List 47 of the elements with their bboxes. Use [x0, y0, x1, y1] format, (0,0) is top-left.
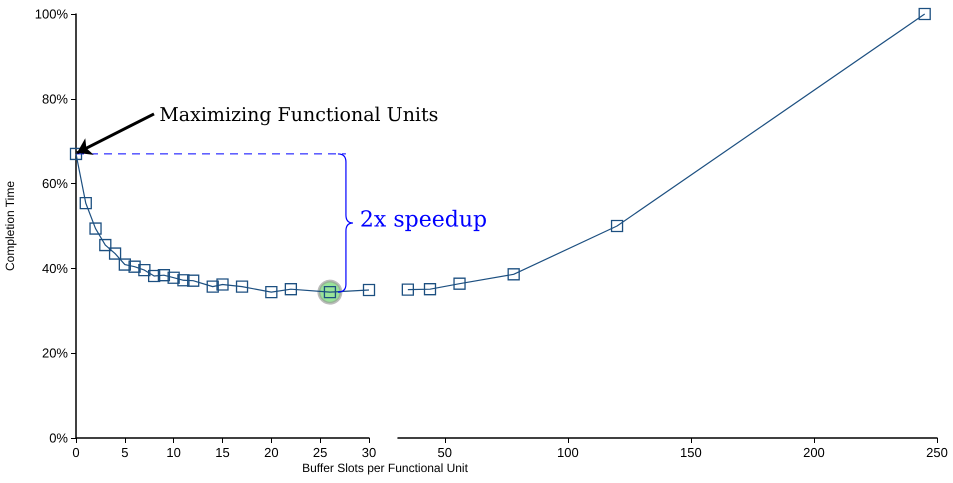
point	[187, 274, 200, 287]
annotation: 2x speedup	[360, 208, 488, 233]
point	[118, 258, 131, 271]
point	[89, 222, 102, 235]
x-tick-label: 10	[166, 445, 181, 460]
point	[128, 260, 141, 273]
x-tick-label: 15	[215, 445, 230, 460]
point	[108, 247, 122, 260]
point	[70, 148, 82, 160]
y-tick-label: 20%	[42, 346, 68, 361]
x-axis-title: Buffer Slots per Functional Unit	[302, 461, 469, 475]
point	[177, 274, 190, 286]
point	[362, 284, 376, 296]
x-tick-label: 200	[803, 445, 825, 460]
point	[508, 268, 520, 280]
point	[265, 286, 278, 298]
x-tick-label: 25	[312, 445, 328, 460]
y-tick-label: 40%	[42, 260, 68, 276]
point	[148, 270, 160, 282]
y-tick-label: 60%	[42, 176, 68, 192]
point	[424, 283, 436, 296]
y-tick-label: 100%	[34, 6, 68, 22]
point	[610, 220, 624, 232]
point	[80, 196, 92, 210]
point	[284, 283, 298, 296]
x-tick-label: 5	[121, 445, 128, 460]
point	[402, 283, 414, 296]
point	[453, 278, 466, 290]
x-tick-label: 100	[556, 445, 579, 460]
point	[168, 272, 180, 284]
point	[918, 8, 931, 20]
x-tick-label: 150	[680, 445, 702, 460]
x-tick-label: 30	[362, 445, 376, 460]
x-tick-label: 20	[264, 445, 279, 460]
point	[158, 269, 170, 282]
point	[206, 280, 219, 293]
point	[99, 238, 112, 252]
y-tick-label: 80%	[42, 91, 68, 106]
annotation: Maximizing Functional Units	[159, 104, 438, 126]
point	[236, 280, 248, 293]
point	[138, 264, 151, 276]
y-axis-title: Completion Time	[3, 180, 17, 272]
x-tick-label: 0	[72, 445, 80, 460]
y-tick-label: 0%	[49, 430, 68, 446]
x-tick-label: 250	[926, 445, 948, 460]
x-tick-label: 50	[438, 445, 452, 460]
point	[216, 278, 229, 291]
